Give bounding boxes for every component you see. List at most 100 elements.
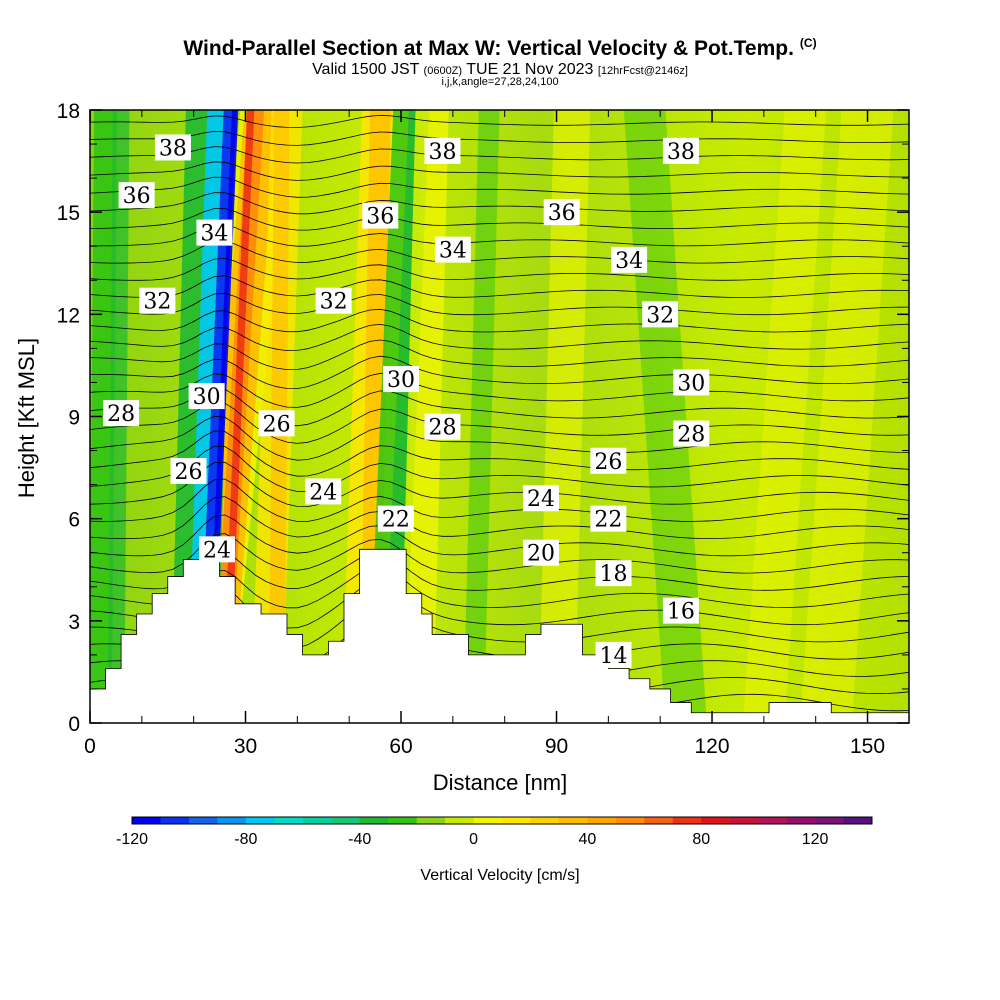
isentrope-label: 34 [434, 236, 471, 264]
isentrope-label-bg [103, 400, 140, 427]
isentrope-label: 32 [642, 301, 679, 328]
colorbar-swatch [302, 817, 332, 824]
isentrope-line [90, 401, 909, 444]
valid-date: TUE 21 Nov 2023 [466, 61, 594, 78]
isentrope-label: 38 [154, 134, 191, 161]
isentrope-line [90, 415, 909, 461]
isentrope-label: 16 [662, 597, 699, 625]
colorbar-tick-label: 80 [692, 831, 710, 848]
isentrope-label-bg [595, 560, 632, 587]
chart-subtitle: Valid 1500 JST (0600Z) TUE 21 Nov 2023 [… [0, 61, 1000, 79]
colorbar-swatch [615, 817, 645, 824]
chart-title: Wind-Parallel Section at Max W: Vertical… [0, 36, 1000, 61]
grid-indices: i,j,k,angle=27,28,24,100 [441, 76, 559, 88]
isentrope-label: 26 [170, 457, 207, 485]
isentrope-label: 36 [362, 202, 399, 230]
y-tick-label: 6 [68, 509, 80, 532]
isentrope-line [90, 514, 909, 557]
colorbar-tick-label: -40 [348, 831, 371, 848]
isentrope-label-text: 14 [600, 644, 628, 669]
x-tick-label: 0 [84, 735, 96, 758]
y-axis-label: Height [Kft MSL] [14, 338, 39, 498]
isentrope-label-bg [196, 219, 233, 246]
isentrope-label-bg [139, 287, 176, 314]
x-tick-label: 90 [545, 735, 568, 758]
isentrope-label: 32 [315, 287, 352, 315]
isentrope-label: 18 [595, 560, 632, 587]
isentrope-line [90, 292, 909, 316]
isentrope-line [90, 275, 909, 298]
colorbar-tick-label: -120 [116, 831, 148, 848]
isentrope-line [90, 533, 909, 574]
isentrope-line [90, 387, 909, 427]
isentrope-label-text: 22 [594, 508, 622, 533]
colorbar-tick-label: 0 [469, 831, 478, 848]
colorbar-swatch [786, 817, 816, 824]
colorbar-tick-label: -80 [234, 831, 257, 848]
isentrope-label-text: 30 [677, 371, 705, 396]
isentrope-label-bg [662, 137, 699, 164]
isentrope-label-bg [424, 137, 461, 164]
colorbar-label: Vertical Velocity [cm/s] [420, 867, 579, 884]
colorbar-swatch [558, 817, 588, 824]
velocity-band [221, 110, 255, 723]
colorbar-swatch [274, 817, 304, 824]
isentrope-label-bg [662, 597, 699, 624]
isentrope-label-bg [543, 199, 580, 226]
colorbar-tick-label: 40 [578, 831, 596, 848]
utc-time: (0600Z) [423, 65, 463, 77]
isentrope-line [90, 430, 909, 477]
isentrope-line [90, 372, 909, 408]
isentrope-label-bg [434, 236, 471, 263]
colorbar-frame [131, 816, 873, 825]
terrain-profile [89, 548, 910, 724]
isentrope-label: 22 [377, 505, 414, 533]
colorbar-swatch [587, 817, 617, 824]
colorbar-swatch [530, 817, 560, 824]
x-tick-label: 30 [234, 735, 257, 758]
isentrope-label-text: 34 [200, 222, 228, 247]
isentrope-line [90, 478, 909, 522]
velocity-band [463, 110, 500, 723]
isentrope-label-text: 36 [123, 184, 151, 209]
isentrope-label-bg [611, 246, 648, 273]
isentrope-label-bg [362, 202, 399, 229]
isentrope-label-text: 38 [667, 140, 695, 165]
isentrope-label: 36 [543, 199, 580, 226]
isentrope-label-text: 34 [439, 239, 467, 264]
isentrope-label-text: 24 [527, 487, 555, 512]
velocity-band [743, 110, 827, 723]
isentrope-line [90, 355, 909, 390]
colorbar-swatch [502, 817, 531, 824]
colorbar-swatch [245, 817, 275, 824]
isentrope-label-bg [315, 287, 352, 314]
isentrope-label-text: 24 [309, 480, 337, 505]
isentrope-label-text: 32 [143, 290, 171, 315]
colorbar-swatch [160, 817, 190, 824]
isentrope-line [90, 445, 909, 492]
isentrope-label-bg [595, 641, 632, 668]
isentrope-label-text: 24 [203, 538, 231, 563]
colorbar-swatch [416, 817, 446, 824]
colorbar-swatch [701, 817, 731, 824]
isentrope-label-text: 26 [263, 412, 291, 437]
isentrope-label-text: 28 [107, 402, 135, 427]
isentrope-line [90, 146, 909, 164]
colorbar-swatch [843, 817, 873, 824]
colorbar-swatch [331, 817, 361, 824]
isentrope-label-bg [522, 485, 559, 512]
isentrope-label-text: 22 [382, 508, 410, 533]
isentrope-line [90, 339, 909, 371]
isentrope-line [90, 130, 909, 146]
isentrope-label-text: 38 [428, 140, 456, 165]
copyright-mark: (C) [799, 36, 817, 50]
colorbar-swatch [644, 817, 674, 824]
colorbar-swatch [672, 817, 702, 824]
x-tick-label: 120 [695, 735, 730, 758]
isentrope-label: 24 [522, 485, 559, 512]
terrain-mask [89, 548, 910, 724]
isentrope-label: 34 [196, 219, 233, 247]
isentrope-label-bg [305, 478, 342, 505]
y-tick-label: 3 [68, 611, 80, 634]
forecast-info: [12hrFcst@2146z] [597, 65, 688, 77]
